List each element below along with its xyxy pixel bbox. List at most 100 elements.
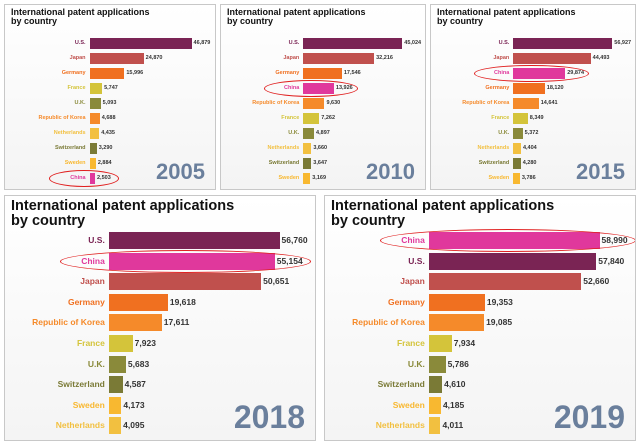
category-label: Switzerland (377, 379, 425, 390)
category-label: U.S. (408, 255, 425, 266)
year-label: 2005 (156, 159, 205, 184)
bar (108, 396, 122, 414)
value-label: 4,095 (123, 420, 145, 431)
value-label: 3,786 (521, 175, 536, 181)
value-label: 2,884 (97, 160, 112, 166)
value-label: 5,683 (127, 358, 150, 369)
bar (89, 158, 96, 169)
value-label: 18,120 (546, 85, 564, 91)
value-label: 4,688 (101, 115, 116, 121)
bar (428, 396, 441, 414)
category-label: U.K. (407, 358, 425, 369)
bar (428, 273, 582, 291)
category-label: U.K. (288, 130, 300, 136)
category-label: France (67, 85, 86, 91)
value-label: 45,024 (404, 40, 422, 46)
value-label: 8,349 (529, 115, 544, 121)
category-label: U.K. (87, 358, 105, 369)
value-label: 4,897 (316, 130, 330, 136)
category-label: Republic of Korea (252, 100, 300, 106)
bar (303, 173, 311, 184)
category-label: Switzerland (54, 145, 86, 151)
category-label: Switzerland (268, 160, 300, 166)
category-label: Japan (69, 55, 86, 61)
value-label: 19,618 (169, 296, 196, 307)
value-label: 4,011 (442, 420, 464, 431)
bar (303, 113, 320, 124)
value-label: 19,353 (486, 296, 513, 307)
bar (108, 273, 262, 291)
year-label: 2019 (553, 399, 625, 435)
value-label: 4,404 (522, 145, 537, 151)
bar (303, 98, 325, 109)
category-label: Republic of Korea (462, 100, 510, 106)
category-label: Netherlands (375, 420, 425, 431)
bar (513, 128, 523, 139)
category-label: Germany (67, 296, 105, 307)
value-label: 17,546 (343, 70, 361, 76)
bar (108, 355, 126, 373)
value-label: 7,934 (453, 338, 476, 348)
highlight-ellipse (49, 170, 119, 187)
category-label: Netherlands (53, 130, 86, 136)
category-label: U.K. (498, 130, 510, 136)
chart-title: International patent applications by cou… (227, 7, 366, 27)
bar (89, 83, 103, 94)
chart-panel: International patent applications by cou… (4, 195, 316, 441)
chart-title: International patent applications by cou… (331, 198, 555, 230)
category-label: Sweden (64, 160, 86, 166)
bar (303, 38, 403, 49)
bar (513, 158, 521, 169)
chart-title: International patent applications by cou… (437, 7, 576, 27)
category-label: U.S. (288, 40, 300, 46)
chart-panel: International patent applications by cou… (430, 4, 636, 190)
value-label: 17,611 (163, 317, 190, 328)
category-label: Republic of Korea (352, 317, 425, 328)
highlight-ellipse (59, 249, 311, 273)
category-label: Netherlands (267, 145, 300, 151)
category-label: Japan (400, 276, 425, 287)
category-label: Netherlands (477, 145, 510, 151)
bar (428, 417, 441, 435)
category-label: France (491, 115, 510, 121)
bar (513, 113, 528, 124)
value-label: 4,587 (124, 379, 146, 390)
value-label: 7,923 (134, 338, 156, 348)
bar (89, 38, 192, 49)
category-label: Japan (283, 55, 300, 61)
category-label: U.S. (88, 235, 105, 245)
value-label: 3,169 (312, 175, 326, 181)
bar (303, 143, 312, 154)
value-label: 4,280 (522, 160, 537, 166)
value-label: 5,372 (524, 130, 539, 136)
highlight-ellipse (379, 229, 635, 252)
bar (303, 68, 342, 79)
value-label: 52,660 (583, 276, 610, 287)
chart-panel: International patent applications by cou… (324, 195, 636, 441)
category-label: Netherlands (55, 420, 105, 431)
bar (428, 376, 443, 394)
bar (108, 314, 162, 332)
category-label: France (281, 115, 300, 121)
bar (428, 314, 485, 332)
bar (513, 143, 521, 154)
value-label: 50,651 (263, 276, 290, 287)
value-label: 5,093 (102, 100, 117, 106)
chart-panel: International patent applications by cou… (4, 4, 216, 190)
bar (428, 335, 452, 352)
bar (428, 355, 446, 373)
bar (89, 53, 144, 64)
bar (513, 38, 613, 49)
bar (303, 158, 312, 169)
category-label: France (76, 338, 105, 348)
value-label: 4,185 (442, 399, 465, 410)
bar (303, 53, 375, 64)
bar (428, 252, 597, 270)
value-label: 15,996 (126, 70, 144, 76)
value-label: 3,290 (98, 145, 113, 151)
bar (89, 68, 125, 79)
bar (89, 143, 97, 154)
value-label: 5,747 (104, 85, 118, 91)
category-label: Germany (275, 70, 300, 76)
